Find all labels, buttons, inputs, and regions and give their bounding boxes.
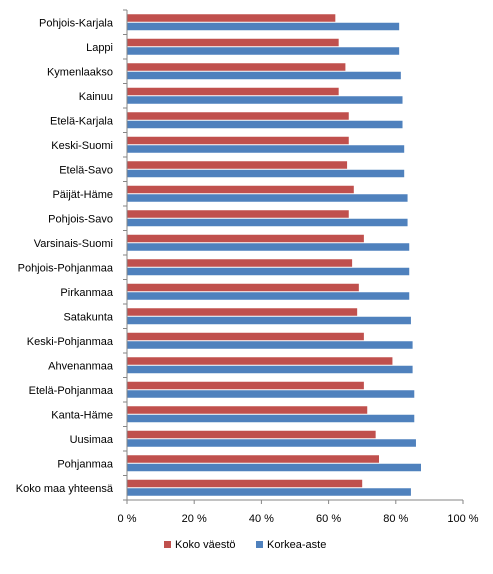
category-label: Pohjois-Karjala bbox=[39, 17, 114, 29]
bar-korkea-aste-11 bbox=[127, 292, 410, 300]
bar-koko-vaesto-9 bbox=[127, 234, 364, 243]
legend-label-korkea-aste: Korkea-aste bbox=[267, 539, 326, 551]
bar-korkea-aste-9 bbox=[127, 243, 410, 251]
category-label: Etelä-Karjala bbox=[50, 115, 114, 127]
bar-korkea-aste-10 bbox=[127, 267, 410, 276]
bar-korkea-aste-5 bbox=[127, 145, 405, 153]
bar-koko-vaesto-10 bbox=[127, 259, 353, 267]
category-label: Kymenlaakso bbox=[47, 66, 113, 78]
category-label: Pohjanmaa bbox=[57, 458, 114, 470]
bar-koko-vaesto-4 bbox=[127, 112, 349, 120]
bar-koko-vaesto-19 bbox=[127, 479, 363, 488]
bar-koko-vaesto-14 bbox=[127, 357, 393, 365]
category-label: Päijät-Häme bbox=[52, 189, 113, 201]
bar-korkea-aste-12 bbox=[127, 316, 411, 325]
category-label: Koko maa yhteensä bbox=[16, 483, 114, 495]
bar-korkea-aste-3 bbox=[127, 96, 403, 104]
x-tick-label: 80 % bbox=[383, 513, 408, 525]
bar-koko-vaesto-17 bbox=[127, 430, 376, 439]
category-label: Varsinais-Suomi bbox=[34, 238, 113, 250]
bar-korkea-aste-18 bbox=[127, 463, 421, 472]
category-label: Pirkanmaa bbox=[60, 287, 113, 299]
category-label: Pohjois-Savo bbox=[48, 213, 113, 225]
category-label: Kainuu bbox=[79, 91, 113, 103]
legend-swatch-koko-vaesto bbox=[164, 541, 171, 548]
legend-swatch-korkea-aste bbox=[256, 541, 263, 548]
category-label: Kanta-Häme bbox=[51, 409, 113, 421]
bar-korkea-aste-2 bbox=[127, 71, 401, 80]
bar-koko-vaesto-12 bbox=[127, 308, 358, 316]
bar-koko-vaesto-0 bbox=[127, 14, 336, 22]
bar-koko-vaesto-8 bbox=[127, 210, 349, 218]
bar-korkea-aste-19 bbox=[127, 488, 411, 496]
bar-koko-vaesto-16 bbox=[127, 406, 368, 414]
category-label: Pohjois-Pohjanmaa bbox=[18, 262, 114, 274]
bar-korkea-aste-13 bbox=[127, 341, 413, 349]
bar-korkea-aste-4 bbox=[127, 120, 403, 129]
bar-korkea-aste-7 bbox=[127, 194, 408, 202]
bar-korkea-aste-8 bbox=[127, 218, 408, 227]
x-tick-label: 20 % bbox=[182, 513, 207, 525]
bar-koko-vaesto-13 bbox=[127, 332, 364, 341]
bar-koko-vaesto-18 bbox=[127, 455, 379, 463]
category-label: Etelä-Pohjanmaa bbox=[29, 385, 114, 397]
x-tick-label: 0 % bbox=[118, 513, 137, 525]
bar-koko-vaesto-7 bbox=[127, 185, 354, 194]
bar-koko-vaesto-15 bbox=[127, 381, 364, 390]
category-label: Ahvenanmaa bbox=[48, 360, 114, 372]
bar-koko-vaesto-6 bbox=[127, 161, 348, 169]
bar-korkea-aste-6 bbox=[127, 169, 405, 178]
bar-korkea-aste-16 bbox=[127, 414, 415, 423]
category-label: Satakunta bbox=[63, 311, 113, 323]
bar-koko-vaesto-3 bbox=[127, 87, 339, 96]
legend-label-koko-vaesto: Koko väestö bbox=[175, 539, 236, 551]
bar-koko-vaesto-1 bbox=[127, 38, 339, 47]
x-tick-label: 100 % bbox=[447, 513, 478, 525]
bar-koko-vaesto-5 bbox=[127, 136, 349, 145]
category-label: Keski-Pohjanmaa bbox=[27, 336, 114, 348]
bar-korkea-aste-1 bbox=[127, 47, 400, 55]
category-label: Lappi bbox=[86, 42, 113, 54]
bar-korkea-aste-0 bbox=[127, 22, 400, 31]
bar-korkea-aste-14 bbox=[127, 365, 413, 374]
x-tick-label: 40 % bbox=[249, 513, 274, 525]
category-label: Uusimaa bbox=[70, 434, 114, 446]
bar-koko-vaesto-2 bbox=[127, 63, 346, 71]
x-tick-label: 60 % bbox=[316, 513, 341, 525]
category-label: Etelä-Savo bbox=[59, 164, 113, 176]
bar-koko-vaesto-11 bbox=[127, 283, 359, 292]
bar-korkea-aste-15 bbox=[127, 390, 415, 398]
bar-korkea-aste-17 bbox=[127, 439, 416, 447]
category-label: Keski-Suomi bbox=[51, 140, 113, 152]
